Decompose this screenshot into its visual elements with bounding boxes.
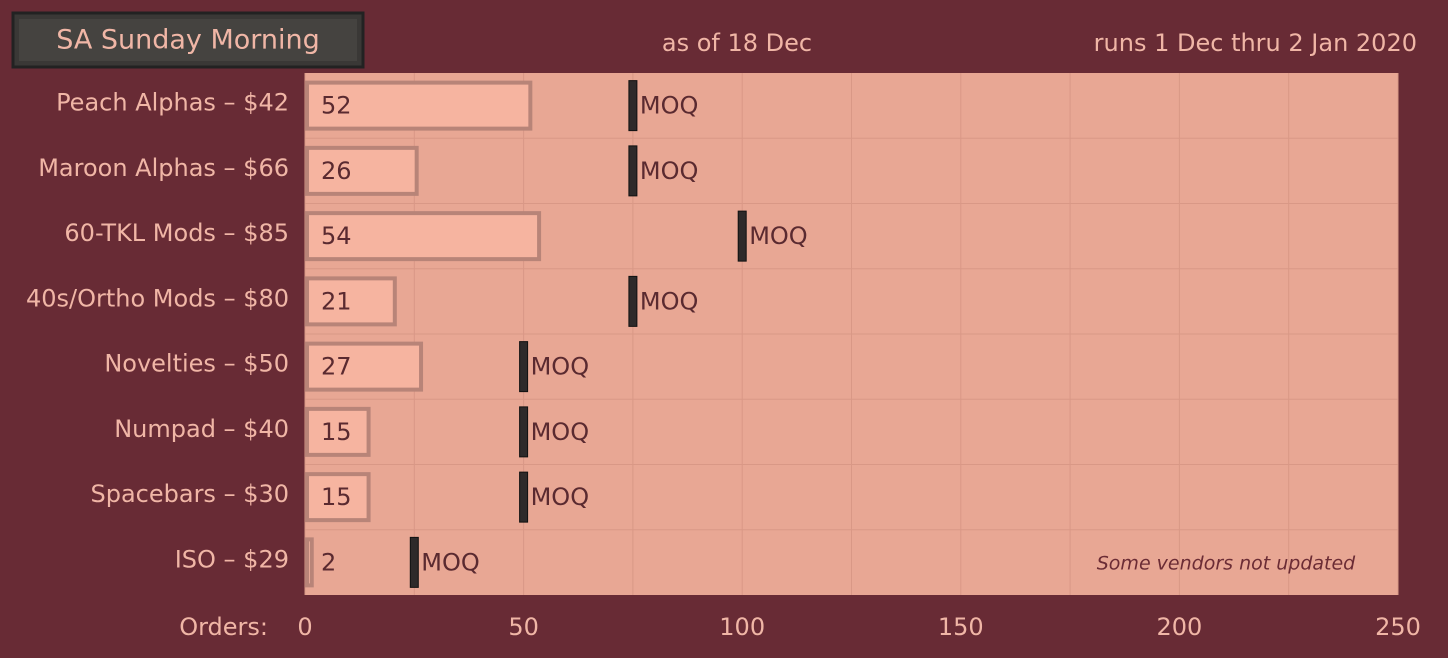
moq-label: MOQ (531, 418, 590, 446)
moq-marker (628, 145, 638, 197)
moq-label: MOQ (640, 287, 699, 315)
x-tick-label: 200 (1156, 613, 1202, 641)
y-tick-label: ISO – $29 (175, 545, 289, 573)
bar (309, 84, 529, 127)
y-tick-label: Spacebars – $30 (90, 480, 289, 508)
value-label: 27 (321, 353, 352, 381)
moq-marker (628, 80, 638, 132)
x-tick-label: 0 (297, 613, 312, 641)
bar (309, 345, 420, 388)
bar (309, 410, 367, 453)
moq-label: MOQ (531, 353, 590, 381)
y-tick-label: Numpad – $40 (114, 415, 289, 443)
y-tick-label: 60-TKL Mods – $85 (64, 219, 289, 247)
y-tick-label: Novelties – $50 (104, 350, 289, 378)
moq-marker (628, 275, 638, 327)
value-label: 54 (321, 222, 352, 250)
moq-marker (519, 471, 529, 523)
moq-marker (519, 406, 529, 458)
annotation: Some vendors not updated (1097, 553, 1356, 575)
y-tick-label: Peach Alphas – $42 (56, 89, 289, 117)
y-tick-label: 40s/Ortho Mods – $80 (26, 284, 289, 312)
x-tick-label: 100 (719, 613, 765, 641)
moq-label: MOQ (531, 483, 590, 511)
date-range: runs 1 Dec thru 2 Jan 2020 (1094, 29, 1417, 57)
title-box-inner (19, 19, 357, 61)
value-label: 15 (321, 483, 352, 511)
chart-title: SA Sunday Morning (56, 25, 320, 56)
value-label: 15 (321, 418, 352, 446)
bar (309, 541, 310, 584)
moq-marker (409, 536, 419, 588)
bar (309, 280, 393, 323)
value-label: 26 (321, 157, 352, 185)
bar (309, 215, 538, 258)
value-label: 2 (321, 548, 336, 576)
moq-label: MOQ (640, 92, 699, 120)
value-label: 21 (321, 287, 352, 315)
x-tick-label: 250 (1375, 613, 1421, 641)
x-tick-label: 150 (938, 613, 984, 641)
y-tick-label: Maroon Alphas – $66 (38, 154, 289, 182)
moq-label: MOQ (640, 157, 699, 185)
moq-marker (737, 210, 747, 262)
moq-label: MOQ (749, 222, 808, 250)
moq-label: MOQ (421, 548, 480, 576)
x-axis-label: Orders: (179, 613, 268, 641)
bar (309, 149, 415, 192)
subtitle: as of 18 Dec (662, 29, 812, 57)
moq-marker (519, 341, 529, 393)
value-label: 52 (321, 92, 352, 120)
bar (309, 476, 367, 519)
x-tick-label: 50 (508, 613, 539, 641)
